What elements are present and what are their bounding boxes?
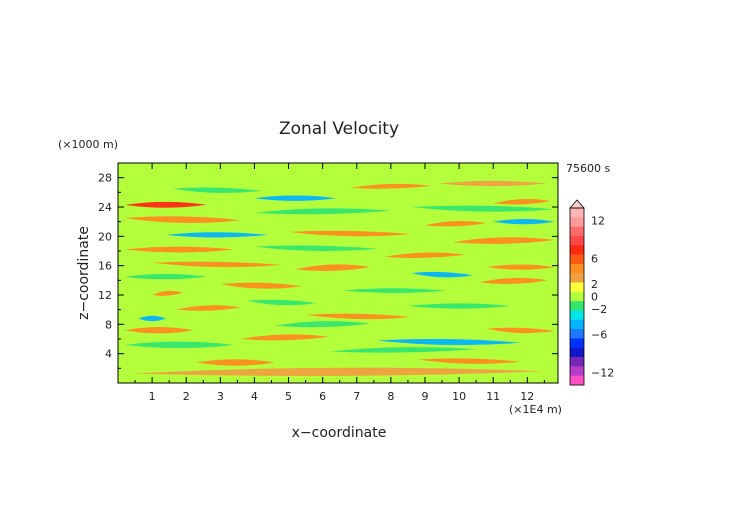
velocity-band xyxy=(411,271,473,278)
velocity-band xyxy=(343,288,446,293)
colorbar-swatch xyxy=(570,319,584,330)
velocity-band xyxy=(349,183,432,189)
x-tick-label: 11 xyxy=(486,390,500,403)
colorbar-swatch xyxy=(570,282,584,293)
velocity-band xyxy=(493,198,552,205)
colorbar-swatch xyxy=(570,310,584,321)
velocity-band xyxy=(124,274,207,280)
velocity-band xyxy=(486,327,555,334)
colorbar-swatch xyxy=(570,357,584,367)
velocity-band xyxy=(377,339,521,346)
x-axis-label: x−coordinate xyxy=(292,425,387,441)
velocity-band xyxy=(138,315,166,322)
velocity-band xyxy=(124,216,241,223)
colorbar-tick-label: −6 xyxy=(591,328,607,341)
colorbar-tick-label: 0 xyxy=(591,291,598,304)
velocity-band xyxy=(418,358,521,364)
velocity-band xyxy=(131,367,545,377)
x-tick-label: 10 xyxy=(452,390,466,403)
velocity-band xyxy=(411,205,555,212)
y-tick-label: 24 xyxy=(98,201,112,214)
colorbar-swatch xyxy=(570,235,584,246)
x-axis-unit: (×1E4 m) xyxy=(509,403,562,416)
x-tick-label: 5 xyxy=(285,390,292,403)
velocity-band xyxy=(452,237,555,244)
colorbar-overflow-arrow xyxy=(569,199,585,209)
y-axis-label: z−coordinate xyxy=(76,226,92,320)
colorbar: 12 6 20−2 −6 −12 xyxy=(569,199,614,386)
y-tick-label: 20 xyxy=(98,230,112,243)
time-label: 75600 s xyxy=(566,162,610,175)
colorbar-swatch xyxy=(570,226,584,237)
velocity-band xyxy=(254,195,337,201)
x-tick-label: 2 xyxy=(183,390,190,403)
velocity-band xyxy=(152,290,183,296)
colorbar-swatch xyxy=(570,208,584,218)
velocity-band xyxy=(247,299,316,306)
velocity-band xyxy=(384,252,466,259)
velocity-band xyxy=(254,208,391,215)
colorbar-tick-label: −12 xyxy=(591,366,614,379)
velocity-band xyxy=(175,305,241,311)
velocity-band xyxy=(124,326,194,334)
velocity-band xyxy=(254,245,378,251)
x-tick-label: 4 xyxy=(251,390,258,403)
velocity-band xyxy=(295,264,371,272)
colorbar-tick-label: 12 xyxy=(591,215,605,228)
colorbar-tick-label: 2 xyxy=(591,278,598,291)
x-tick-label: 3 xyxy=(217,390,224,403)
colorbar-swatch xyxy=(570,245,584,256)
x-tick-label: 6 xyxy=(319,390,326,403)
velocity-band xyxy=(196,359,275,366)
velocity-band xyxy=(329,347,477,353)
velocity-band xyxy=(407,303,511,309)
colorbar-swatch xyxy=(570,273,584,284)
colorbar-swatch xyxy=(570,347,584,358)
colorbar-swatch xyxy=(570,254,584,265)
colorbar-swatch xyxy=(570,301,584,311)
chart-title: Zonal Velocity xyxy=(279,119,399,139)
x-tick-label: 7 xyxy=(353,390,360,403)
velocity-band xyxy=(305,313,412,320)
y-axis-unit: (×1000 m) xyxy=(58,138,118,151)
colorbar-tick-label: −2 xyxy=(591,303,607,316)
y-tick-label: 4 xyxy=(105,348,112,361)
velocity-band xyxy=(240,334,330,341)
velocity-band xyxy=(438,180,548,187)
velocity-band xyxy=(486,264,555,270)
velocity-band xyxy=(172,187,262,194)
heatmap-background xyxy=(118,163,558,383)
y-tick-label: 8 xyxy=(105,318,112,331)
y-tick-label: 12 xyxy=(98,289,112,302)
velocity-band xyxy=(124,341,234,349)
plot-frame xyxy=(117,162,559,384)
velocity-band xyxy=(479,277,548,284)
colorbar-swatch xyxy=(570,291,584,302)
colorbar-swatch xyxy=(570,366,584,377)
velocity-band xyxy=(288,230,412,237)
velocity-band xyxy=(493,219,555,225)
velocity-band xyxy=(274,321,371,328)
x-tick-label: 12 xyxy=(520,390,534,403)
colorbar-swatch xyxy=(570,338,584,349)
colorbar-swatch xyxy=(570,329,584,339)
x-tick-label: 9 xyxy=(421,390,428,403)
velocity-band xyxy=(124,246,234,253)
y-tick-label: 28 xyxy=(98,172,112,185)
colorbar-swatch xyxy=(570,217,584,228)
y-tick-label: 16 xyxy=(98,260,112,273)
colorbar-swatch xyxy=(570,375,584,386)
x-tick-label: 8 xyxy=(387,390,394,403)
colorbar-frame xyxy=(569,207,585,386)
velocity-band xyxy=(424,220,487,227)
velocity-band xyxy=(152,261,282,268)
velocity-band xyxy=(220,282,303,289)
colorbar-tick-label: 6 xyxy=(591,253,598,266)
x-tick-label: 1 xyxy=(149,390,156,403)
velocity-band xyxy=(165,232,269,238)
colorbar-swatch xyxy=(570,263,584,274)
velocity-band xyxy=(124,201,207,208)
